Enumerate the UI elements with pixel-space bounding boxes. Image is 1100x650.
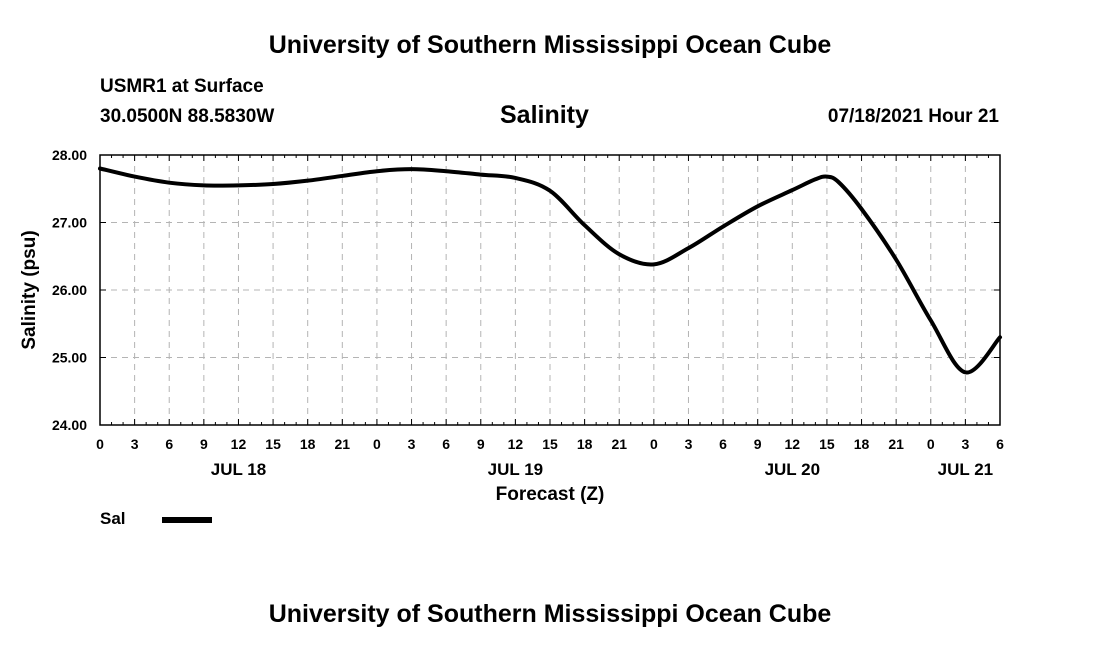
legend-label: Sal: [100, 509, 126, 528]
x-tick-label: 9: [477, 436, 485, 452]
x-tick-label: 12: [231, 436, 247, 452]
x-axis-label: Forecast (Z): [496, 484, 605, 505]
tick-labels: 0 3 6 9 12 15 18 21 0 3 6 9 12 15 18 21 0 3 6 9 12 15 18 21 0 3 6 2…: [52, 147, 1004, 479]
station-label: USMR1 at Surface: [100, 76, 264, 97]
x-tick-label: 6: [996, 436, 1004, 452]
grid-lines: [100, 155, 1000, 425]
y-tick-label: 25.00: [52, 350, 87, 366]
coordinates-label: 30.0500N 88.5830W: [100, 106, 275, 127]
x-tick-label: 18: [577, 436, 593, 452]
x-tick-label: 3: [685, 436, 693, 452]
x-tick-label: 0: [927, 436, 935, 452]
x-tick-label: 21: [611, 436, 627, 452]
day-label: JUL 20: [765, 460, 820, 479]
day-label: JUL 21: [938, 460, 993, 479]
x-tick-label: 21: [335, 436, 351, 452]
x-tick-label: 18: [854, 436, 870, 452]
x-tick-label: 3: [408, 436, 416, 452]
x-tick-label: 9: [200, 436, 208, 452]
y-tick-label: 27.00: [52, 215, 87, 231]
x-tick-label: 12: [785, 436, 801, 452]
forecast-datetime: 07/18/2021 Hour 21: [827, 106, 999, 127]
legend-line-swatch: [162, 517, 212, 523]
x-tick-label: 6: [719, 436, 727, 452]
x-tick-label: 15: [265, 436, 281, 452]
page-title: University of Southern Mississippi Ocean…: [268, 31, 832, 59]
salinity-series-line: [98, 166, 1002, 375]
plot-frame: [99, 154, 1001, 426]
x-tick-label: 0: [373, 436, 381, 452]
footer-title: University of Southern Mississippi Ocean…: [268, 600, 832, 628]
x-tick-label: 3: [961, 436, 969, 452]
chart-title: Salinity: [500, 101, 589, 129]
day-label: JUL 18: [211, 460, 266, 479]
y-axis-label: Salinity (psu): [19, 230, 40, 349]
x-tick-label: 12: [508, 436, 524, 452]
x-tick-label: 15: [542, 436, 558, 452]
day-label: JUL 19: [488, 460, 543, 479]
x-tick-label: 3: [131, 436, 139, 452]
y-tick-label: 28.00: [52, 147, 87, 163]
y-tick-label: 24.00: [52, 417, 87, 433]
x-tick-label: 21: [888, 436, 904, 452]
x-tick-label: 6: [442, 436, 450, 452]
x-tick-label: 9: [754, 436, 762, 452]
x-tick-label: 0: [96, 436, 104, 452]
x-tick-label: 6: [165, 436, 173, 452]
x-tick-label: 0: [650, 436, 658, 452]
x-tick-label: 15: [819, 436, 835, 452]
x-tick-label: 18: [300, 436, 316, 452]
y-tick-label: 26.00: [52, 282, 87, 298]
